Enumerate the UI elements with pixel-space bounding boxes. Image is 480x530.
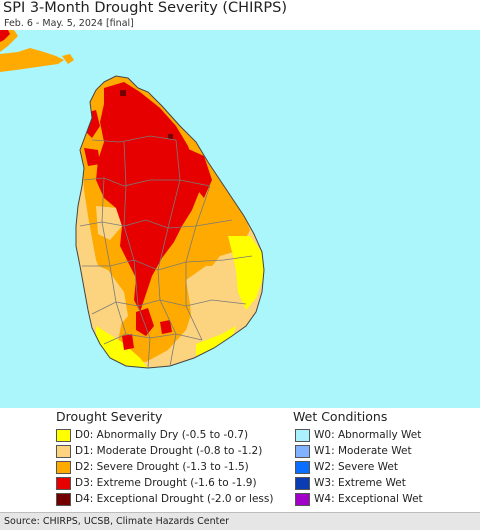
legend-item-d0: D0: Abnormally Dry (-0.5 to -0.7) bbox=[56, 427, 248, 443]
legend-item-w3: W3: Extreme Wet bbox=[295, 475, 406, 491]
legend-item-w0: W0: Abnormally Wet bbox=[295, 427, 421, 443]
map-canvas bbox=[0, 30, 480, 408]
w0-swatch bbox=[295, 428, 310, 442]
legend-item-w1: W1: Moderate Wet bbox=[295, 443, 412, 459]
w4-swatch bbox=[295, 492, 310, 506]
source-text: Source: CHIRPS, UCSB, Climate Hazards Ce… bbox=[4, 516, 230, 527]
d3-label: D3: Extreme Drought (-1.6 to -1.9) bbox=[75, 476, 257, 489]
w4-label: W4: Exceptional Wet bbox=[314, 492, 423, 505]
legend: Drought Severity D0: Abnormally Dry (-0.… bbox=[0, 408, 480, 512]
d0-swatch bbox=[56, 428, 71, 442]
map-title: SPI 3-Month Drought Severity (CHIRPS) bbox=[3, 0, 288, 16]
d1-swatch bbox=[56, 444, 71, 458]
w1-label: W1: Moderate Wet bbox=[314, 444, 412, 457]
w0-label: W0: Abnormally Wet bbox=[314, 428, 422, 441]
legend-item-d3: D3: Extreme Drought (-1.6 to -1.9) bbox=[56, 475, 257, 491]
legend-item-d4: D4: Exceptional Drought (-2.0 or less) bbox=[56, 491, 273, 507]
d3-swatch bbox=[56, 476, 71, 490]
drought-map[interactable] bbox=[0, 30, 480, 408]
d2-label: D2: Severe Drought (-1.3 to -1.5) bbox=[75, 460, 249, 473]
legend-item-d1: D1: Moderate Drought (-0.8 to -1.2) bbox=[56, 443, 262, 459]
legend-item-w4: W4: Exceptional Wet bbox=[295, 491, 423, 507]
legend-item-w2: W2: Severe Wet bbox=[295, 459, 398, 475]
map-subtitle: Feb. 6 - May. 5, 2024 [final] bbox=[4, 18, 134, 29]
w3-swatch bbox=[295, 476, 310, 490]
d2-swatch bbox=[56, 460, 71, 474]
d4-label: D4: Exceptional Drought (-2.0 or less) bbox=[75, 492, 274, 505]
w1-swatch bbox=[295, 444, 310, 458]
drought-legend-heading: Drought Severity bbox=[56, 409, 163, 424]
w2-label: W2: Severe Wet bbox=[314, 460, 398, 473]
w3-label: W3: Extreme Wet bbox=[314, 476, 406, 489]
district-boundaries bbox=[75, 75, 265, 369]
wet-legend-heading: Wet Conditions bbox=[293, 409, 388, 424]
india-landmass bbox=[0, 30, 74, 72]
legend-item-d2: D2: Severe Drought (-1.3 to -1.5) bbox=[56, 459, 249, 475]
d1-label: D1: Moderate Drought (-0.8 to -1.2) bbox=[75, 444, 263, 457]
d0-label: D0: Abnormally Dry (-0.5 to -0.7) bbox=[75, 428, 249, 441]
w2-swatch bbox=[295, 460, 310, 474]
source-footer: Source: CHIRPS, UCSB, Climate Hazards Ce… bbox=[0, 512, 480, 530]
d4-swatch bbox=[56, 492, 71, 506]
header: SPI 3-Month Drought Severity (CHIRPS) Fe… bbox=[0, 0, 480, 30]
